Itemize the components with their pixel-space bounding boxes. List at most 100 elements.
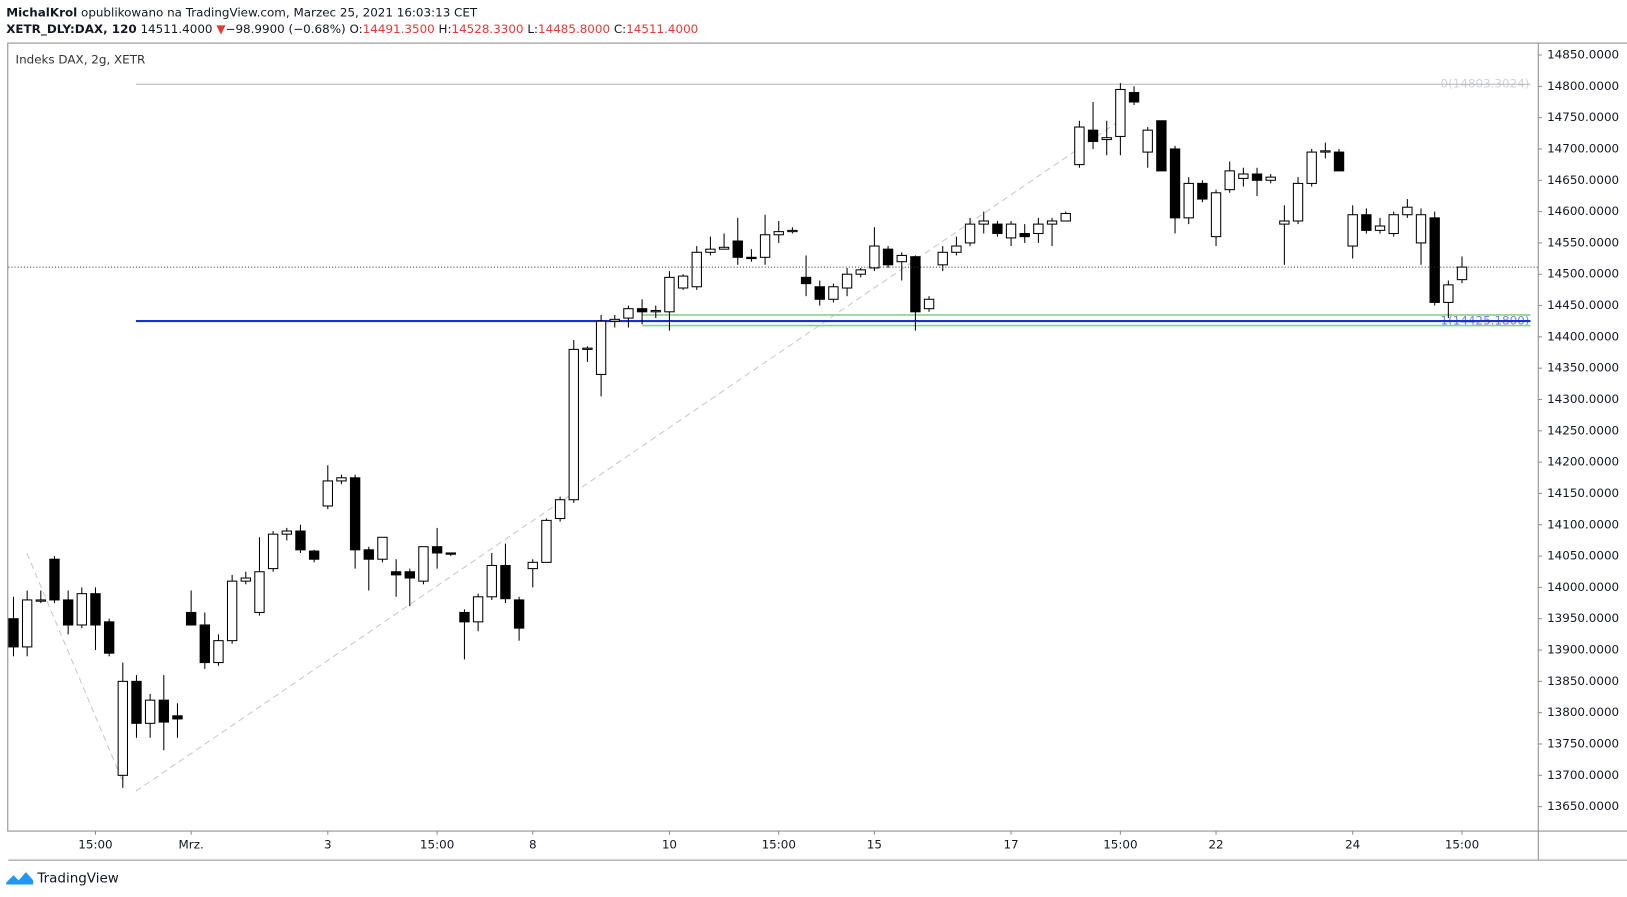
candle-body	[349, 477, 361, 551]
candle-body	[1087, 129, 1099, 142]
candle-body	[1320, 150, 1331, 153]
low-value: 14485.8000	[538, 22, 610, 36]
candle-body	[1238, 173, 1249, 179]
candle-body	[869, 245, 880, 269]
candle-body	[158, 699, 169, 723]
candle-body	[172, 715, 183, 720]
candle-body	[117, 680, 129, 776]
candle-body	[759, 234, 771, 258]
candle-body	[1292, 182, 1304, 222]
candle-body	[1402, 206, 1413, 216]
candle-body	[650, 310, 661, 313]
candle-body	[636, 308, 648, 313]
y-tick-label: 14500.0000	[1547, 267, 1619, 281]
candle-body	[855, 269, 866, 275]
y-tick-label: 13750.0000	[1547, 736, 1619, 750]
candle-body	[1128, 92, 1140, 103]
candle-body	[951, 245, 962, 253]
candle-body	[1415, 214, 1427, 244]
arrow: ▼	[216, 22, 226, 36]
candle-body	[1142, 129, 1153, 153]
author: MichalKrol	[6, 5, 77, 19]
candle-body	[923, 298, 935, 310]
candle-body	[131, 680, 142, 724]
candle-body	[1361, 214, 1372, 231]
y-tick-label: 14650.0000	[1547, 173, 1619, 187]
y-tick-label: 14000.0000	[1547, 580, 1619, 594]
candle-body	[964, 223, 976, 244]
candle-body	[513, 599, 525, 629]
candle-body	[1101, 137, 1112, 141]
y-tick-label: 13800.0000	[1547, 705, 1619, 719]
candle-body	[1265, 176, 1276, 181]
y-tick-label: 14150.0000	[1547, 486, 1619, 500]
x-tick-label: 17	[1003, 838, 1018, 852]
candle-body	[281, 530, 292, 535]
x-tick-label: 15	[867, 838, 882, 852]
candle-body	[1156, 120, 1167, 172]
brand: TradingView	[36, 870, 118, 886]
candle-body	[90, 593, 101, 626]
y-tick-label: 14850.0000	[1547, 48, 1619, 62]
candle-body	[828, 286, 839, 300]
x-tick-label: 15:00	[420, 838, 454, 852]
candle-body	[1005, 223, 1017, 239]
candle-body	[664, 276, 675, 313]
y-tick-label: 14600.0000	[1547, 204, 1619, 218]
candle-body	[103, 621, 115, 654]
y-tick-label: 14750.0000	[1547, 110, 1619, 124]
x-tick-label: 15:00	[1103, 838, 1137, 852]
candle-body	[472, 596, 484, 623]
candle-body	[1347, 214, 1358, 247]
x-tick-label: 8	[529, 838, 537, 852]
y-tick-label: 13950.0000	[1547, 611, 1619, 625]
c-label: C:	[614, 22, 626, 36]
x-tick-label: 15:00	[762, 838, 796, 852]
candle-body	[896, 254, 907, 263]
x-tick-label: 3	[324, 838, 332, 852]
candle-body	[677, 275, 689, 289]
y-tick-label: 13900.0000	[1547, 643, 1619, 657]
candle-body	[1456, 266, 1468, 281]
candle-body	[705, 248, 716, 253]
candle-body	[62, 599, 74, 626]
candle-body	[882, 248, 894, 266]
trend-line	[135, 121, 1119, 792]
candle-body	[35, 599, 47, 602]
candle-body	[144, 699, 156, 724]
candle-body	[1429, 217, 1440, 303]
candle-body	[595, 320, 607, 375]
open-value: 14491.3500	[363, 22, 435, 36]
y-tick-label: 14700.0000	[1547, 141, 1619, 155]
candle-body	[718, 246, 730, 250]
candle-body	[404, 571, 415, 579]
y-tick-label: 14200.0000	[1547, 455, 1619, 469]
candle-body	[1443, 284, 1454, 303]
candle-body	[1279, 220, 1290, 225]
brand-logo	[6, 872, 34, 885]
candle-body	[1251, 173, 1263, 181]
y-tick-label: 14300.0000	[1547, 392, 1619, 406]
trend-line	[26, 553, 123, 781]
y-tick-label: 14250.0000	[1547, 423, 1619, 437]
candle-body	[1306, 151, 1317, 184]
close-value: 14511.4000	[626, 22, 698, 36]
candle-body	[336, 477, 347, 482]
quote-line: XETR_DLY:DAX, 120 14511.4000 ▼−98.9900 (…	[6, 22, 698, 37]
x-tick-label: 22	[1208, 838, 1223, 852]
candle-body	[582, 347, 593, 350]
candle-body	[910, 256, 921, 313]
candle-body	[1197, 182, 1208, 200]
level-label: 1(14425.1800)	[1441, 314, 1530, 328]
candle-body	[1033, 223, 1044, 235]
candle-body	[937, 251, 948, 266]
candle-body	[1388, 214, 1399, 235]
candle-body	[1115, 88, 1126, 137]
last: 14511.4000	[140, 22, 212, 36]
candle-body	[1333, 151, 1345, 172]
candle-body	[322, 480, 333, 507]
candle-body	[49, 558, 60, 601]
candle-body	[773, 231, 784, 236]
